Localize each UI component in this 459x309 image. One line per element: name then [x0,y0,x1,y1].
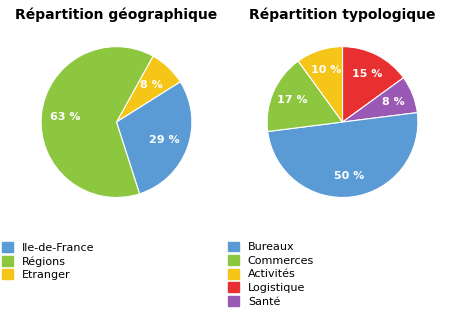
Text: 8 %: 8 % [381,97,404,107]
Wedge shape [117,82,192,194]
Legend: Ile-de-France, Régions, Etranger: Ile-de-France, Régions, Etranger [0,240,96,282]
Wedge shape [342,47,403,122]
Text: 29 %: 29 % [149,135,180,145]
Text: 15 %: 15 % [352,69,382,79]
Wedge shape [117,56,180,122]
Title: Répartition typologique: Répartition typologique [249,8,436,23]
Wedge shape [298,47,342,122]
Legend: Bureaux, Commerces, Activités, Logistique, Santé: Bureaux, Commerces, Activités, Logistiqu… [225,239,316,309]
Text: 8 %: 8 % [140,80,163,90]
Text: 50 %: 50 % [334,171,364,181]
Text: 63 %: 63 % [50,112,81,122]
Text: 10 %: 10 % [311,66,341,75]
Wedge shape [41,47,153,197]
Title: Répartition géographique: Répartition géographique [15,8,218,23]
Text: 17 %: 17 % [277,95,308,105]
Wedge shape [267,61,342,132]
Wedge shape [342,78,417,122]
Wedge shape [268,112,418,197]
